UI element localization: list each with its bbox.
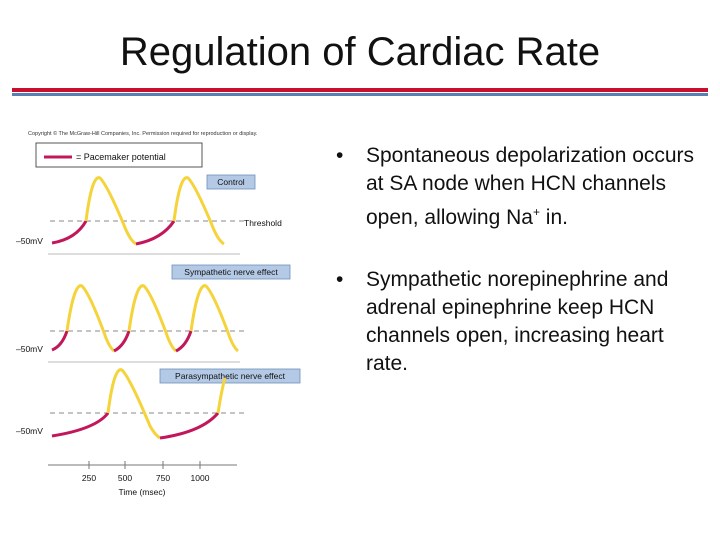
action-potential-parasympathetic-1 (106, 368, 161, 440)
title-divider-blue (12, 93, 708, 96)
pacemaker-trace-sympathetic-2 (113, 330, 131, 353)
voltage-label-control: –50mV (16, 236, 43, 246)
action-potential-sympathetic-1 (65, 284, 115, 353)
superscript-plus: + (532, 205, 540, 219)
panel-label-box-sympathetic (171, 264, 291, 280)
action-potential-sympathetic-2 (127, 284, 177, 353)
legend-label: = Pacemaker potential (76, 152, 166, 162)
panel-label-control: Control (217, 177, 245, 187)
bullet-item: • Spontaneous depolarization occurs at SA… (336, 142, 706, 232)
pacemaker-trace-control-1 (51, 220, 88, 245)
panel-label-parasympathetic: Parasympathetic nerve effect (175, 371, 286, 381)
voltage-label-sympathetic: –50mV (16, 344, 43, 354)
time-tick-label: 750 (156, 473, 170, 483)
bullet-text: Spontaneous depolarization occurs at SA … (366, 144, 695, 229)
panel-label-sympathetic: Sympathetic nerve effect (184, 267, 278, 277)
time-axis-label: Time (msec) (119, 487, 166, 497)
threshold-label: Threshold (244, 218, 282, 228)
pacemaker-diagram: Copyright © The McGraw-Hill Companies, I… (16, 130, 301, 497)
pacemaker-trace-sympathetic-3 (175, 330, 193, 353)
time-tick-label: 500 (118, 473, 132, 483)
action-potential-control-2 (172, 176, 225, 246)
pacemaker-trace-control-2 (135, 220, 176, 246)
bullet-text: Sympathetic norepinephrine and adrenal e… (366, 268, 669, 375)
title-divider-red (12, 88, 708, 92)
copyright-notice: Copyright © The McGraw-Hill Companies, I… (28, 130, 258, 137)
pacemaker-figure: Copyright © The McGraw-Hill Companies, I… (12, 126, 332, 506)
bullet-text-tail: in. (539, 206, 568, 229)
panel-label-box-control (206, 174, 256, 190)
pacemaker-trace-parasympathetic-1 (51, 412, 110, 438)
action-potential-control-1 (84, 176, 137, 246)
bullet-marker: • (336, 144, 344, 167)
legend-box (35, 142, 203, 168)
pacemaker-trace-parasympathetic-2 (159, 412, 220, 440)
action-potential-sympathetic-3 (189, 284, 239, 353)
panel-label-box-parasympathetic (159, 368, 301, 384)
pacemaker-trace-sympathetic-1 (51, 330, 69, 352)
voltage-label-parasympathetic: –50mV (16, 426, 43, 436)
slide-title: Regulation of Cardiac Rate (119, 30, 601, 74)
time-tick-label: 250 (82, 473, 96, 483)
time-tick-label: 1000 (191, 473, 210, 483)
bullet-item: • Sympathetic norepinephrine and adrenal … (336, 266, 706, 378)
action-potential-parasympathetic-2 (216, 377, 227, 414)
bullet-list: • Spontaneous depolarization occurs at SA… (336, 142, 706, 412)
bullet-marker: • (336, 268, 344, 291)
